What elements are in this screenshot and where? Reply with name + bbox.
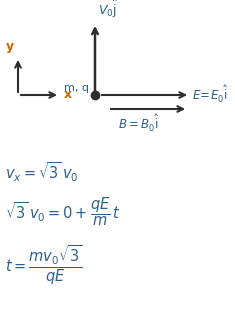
- Text: $V_0\mathregular{\hat{j}}$: $V_0\mathregular{\hat{j}}$: [98, 0, 118, 20]
- Text: $t = \dfrac{mv_0\sqrt{3}}{qE}$: $t = \dfrac{mv_0\sqrt{3}}{qE}$: [5, 243, 82, 287]
- Text: y: y: [6, 40, 14, 53]
- Text: $\sqrt{3}\,v_0 = 0 + \dfrac{qE}{m}\,t$: $\sqrt{3}\,v_0 = 0 + \dfrac{qE}{m}\,t$: [5, 196, 121, 228]
- Text: $B = B_0\mathregular{\hat{i}}$: $B = B_0\mathregular{\hat{i}}$: [118, 113, 160, 134]
- Text: m, q: m, q: [64, 83, 89, 93]
- Text: $v_x = \sqrt{3}\,v_0$: $v_x = \sqrt{3}\,v_0$: [5, 160, 79, 184]
- Text: $E\!=\!E_0\mathregular{\hat{i}}$: $E\!=\!E_0\mathregular{\hat{i}}$: [192, 84, 228, 105]
- Text: x: x: [64, 89, 72, 102]
